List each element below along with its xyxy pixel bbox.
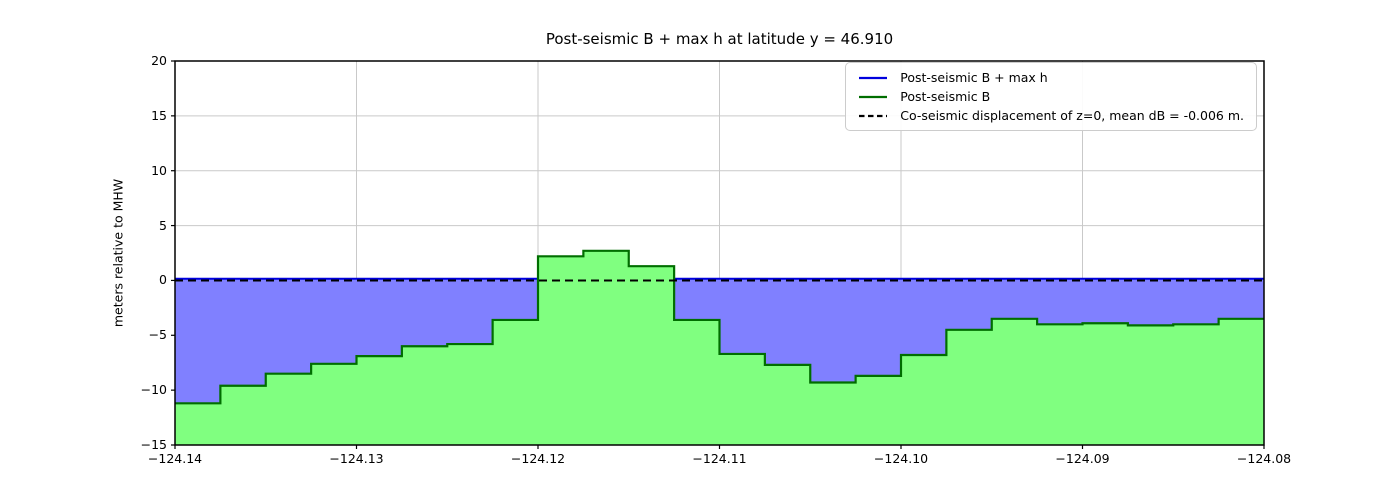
y-axis-label: meters relative to MHW: [110, 178, 126, 328]
legend-item-label: Post-seismic B: [900, 89, 991, 104]
chart-canvas: [171, 60, 1265, 449]
x-tick-label: −124.10: [873, 451, 929, 466]
post-seismic-b-line: [175, 249, 1264, 405]
y-tick-label: −10: [140, 382, 167, 398]
y-tick-label: 5: [159, 217, 167, 233]
y-tick-label: 20: [151, 53, 167, 68]
legend-item: Co-seismic displacement of z=0, mean dB …: [858, 108, 1244, 123]
legend: Post-seismic B + max h Post-seismic B Co-s…: [845, 62, 1257, 131]
x-tick-label: −124.13: [329, 451, 384, 466]
y-tick-label: −5: [148, 327, 167, 343]
y-tick-label: 10: [151, 162, 167, 178]
x-tick-label: −124.14: [147, 451, 203, 466]
legend-line-swatch: [859, 114, 888, 117]
y-tick-label: 15: [151, 107, 167, 123]
plot-border: [174, 60, 1265, 446]
legend-line-swatch: [859, 76, 888, 79]
y-tick-label: −15: [140, 437, 167, 452]
legend-item: Post-seismic B: [858, 89, 1244, 104]
legend-item: Post-seismic B + max h: [858, 70, 1244, 85]
x-tick-label: −124.11: [692, 451, 747, 466]
chart-title: Post-seismic B + max h at latitude y = 4…: [545, 30, 894, 48]
x-tick-label: −124.09: [1055, 451, 1110, 466]
x-tick-label: −124.08: [1236, 451, 1292, 466]
plot-area: [171, 60, 1265, 449]
x-tick-label: −124.12: [510, 451, 566, 466]
legend-item-label: Co-seismic displacement of z=0, mean dB …: [900, 108, 1244, 123]
y-tick-label: 0: [159, 272, 167, 288]
legend-line-swatch: [859, 95, 888, 98]
legend-item-label: Post-seismic B + max h: [900, 70, 1048, 85]
